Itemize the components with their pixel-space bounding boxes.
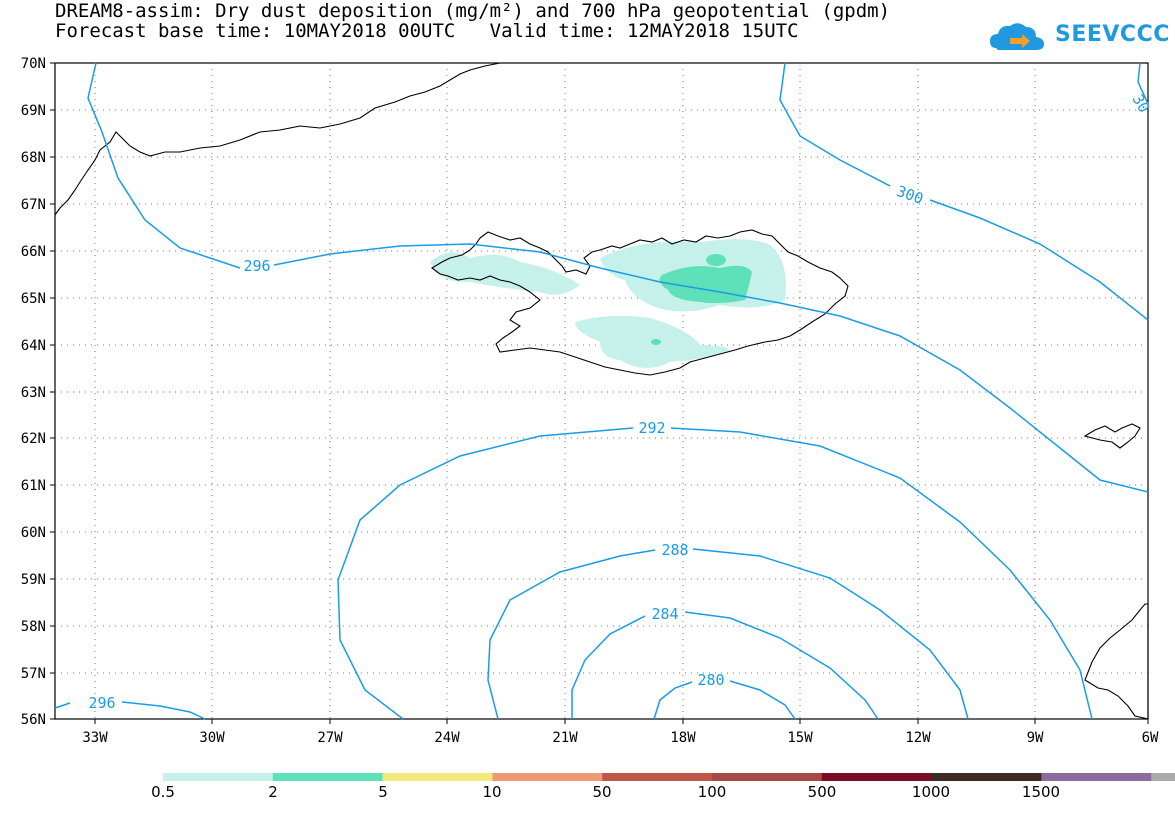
colorbar-segment [712, 773, 823, 781]
greenland-coastline [54, 62, 501, 216]
dust-area-low [430, 252, 580, 295]
lat-label: 63N [21, 385, 46, 401]
colorbar-segment [272, 773, 384, 781]
colorbar-label: 10 [482, 783, 502, 801]
lat-label: 64N [21, 338, 46, 354]
contour-label: 288 [661, 541, 688, 559]
map-frame [54, 62, 1149, 720]
scotland-coastline [1084, 603, 1149, 720]
contour-label: 296 [88, 694, 115, 712]
contour-300 [779, 62, 1149, 321]
lat-label: 59N [21, 572, 46, 588]
lon-label: 30W [199, 730, 225, 746]
faroe-coastline [1083, 423, 1141, 449]
contour-280 [653, 680, 796, 720]
contour-284 [571, 611, 879, 720]
cloud-arrow-icon [990, 23, 1044, 50]
dust-area-moderate [706, 254, 726, 266]
lat-label: 62N [21, 431, 46, 447]
contour-labels: 296 300 30 292 288 284 280 296 [88, 91, 1153, 712]
lat-label: 69N [21, 103, 46, 119]
lat-label: 70N [21, 56, 46, 72]
contour-288 [487, 548, 969, 720]
lat-label: 67N [21, 197, 46, 213]
colorbar-segment [1041, 773, 1152, 781]
colorbar-label: 500 [807, 783, 837, 801]
longitude-labels: 33W 30W 27W 24W 21W 18W 15W 12W 9W 6W [82, 730, 1159, 746]
lon-label: 21W [552, 730, 578, 746]
lat-label: 65N [21, 291, 46, 307]
colorbar-segment [821, 773, 933, 781]
lon-label: 12W [905, 730, 931, 746]
contour-296-south [54, 701, 206, 720]
latitude-labels: 70N 69N 68N 67N 66N 65N 64N 63N 62N 61N … [21, 56, 46, 728]
colorbar [163, 773, 1175, 781]
axis-ticks [50, 62, 1149, 724]
dust-deposition-field [430, 239, 786, 369]
contour-304 [1137, 62, 1149, 105]
coastlines [54, 62, 1149, 720]
lat-label: 60N [21, 525, 46, 541]
iceland-coastline [431, 229, 849, 376]
contour-label: 296 [243, 257, 270, 275]
colorbar-segment [163, 773, 274, 781]
latitude-gridlines [55, 109, 1148, 674]
colorbar-label: 1000 [911, 783, 951, 801]
colorbar-label: 50 [592, 783, 612, 801]
contour-label: 292 [638, 419, 665, 437]
colorbar-label: 2 [268, 783, 278, 801]
colorbar-segment [492, 773, 603, 781]
dust-area-moderate [651, 339, 661, 345]
lat-label: 58N [21, 619, 46, 635]
colorbar-label: 100 [697, 783, 727, 801]
seevccc-logo-text: SEEVCCC [1055, 22, 1170, 47]
lat-label: 56N [21, 712, 46, 728]
contour-label: 30 [1129, 91, 1154, 116]
longitude-gridlines [94, 63, 1036, 719]
lat-label: 61N [21, 478, 46, 494]
lon-label: 18W [670, 730, 696, 746]
lon-label: 6W [1142, 730, 1159, 746]
lat-label: 68N [21, 150, 46, 166]
colorbar-label: 5 [378, 783, 388, 801]
lon-label: 33W [82, 730, 108, 746]
lon-label: 15W [787, 730, 813, 746]
contour-label: 300 [894, 182, 926, 208]
colorbar-segment [382, 773, 493, 781]
lon-label: 27W [317, 730, 343, 746]
colorbar-segment [931, 773, 1042, 781]
lon-label: 9W [1027, 730, 1044, 746]
contour-292 [337, 427, 1093, 720]
contour-296 [87, 62, 1149, 493]
contour-label: 280 [697, 671, 724, 689]
colorbar-label: 0.5 [151, 783, 175, 801]
lat-label: 66N [21, 244, 46, 260]
lat-label: 57N [21, 666, 46, 682]
geopotential-contours [54, 62, 1149, 720]
map-subtitle-times: Forecast base time: 10MAY2018 00UTC Vali… [55, 20, 799, 42]
colorbar-segment [1151, 773, 1175, 781]
colorbar-segment [602, 773, 713, 781]
colorbar-label: 1500 [1021, 783, 1061, 801]
lon-label: 24W [434, 730, 460, 746]
contour-label: 284 [651, 605, 678, 623]
map-title: DREAM8-assim: Dry dust deposition (mg/m²… [55, 0, 891, 22]
